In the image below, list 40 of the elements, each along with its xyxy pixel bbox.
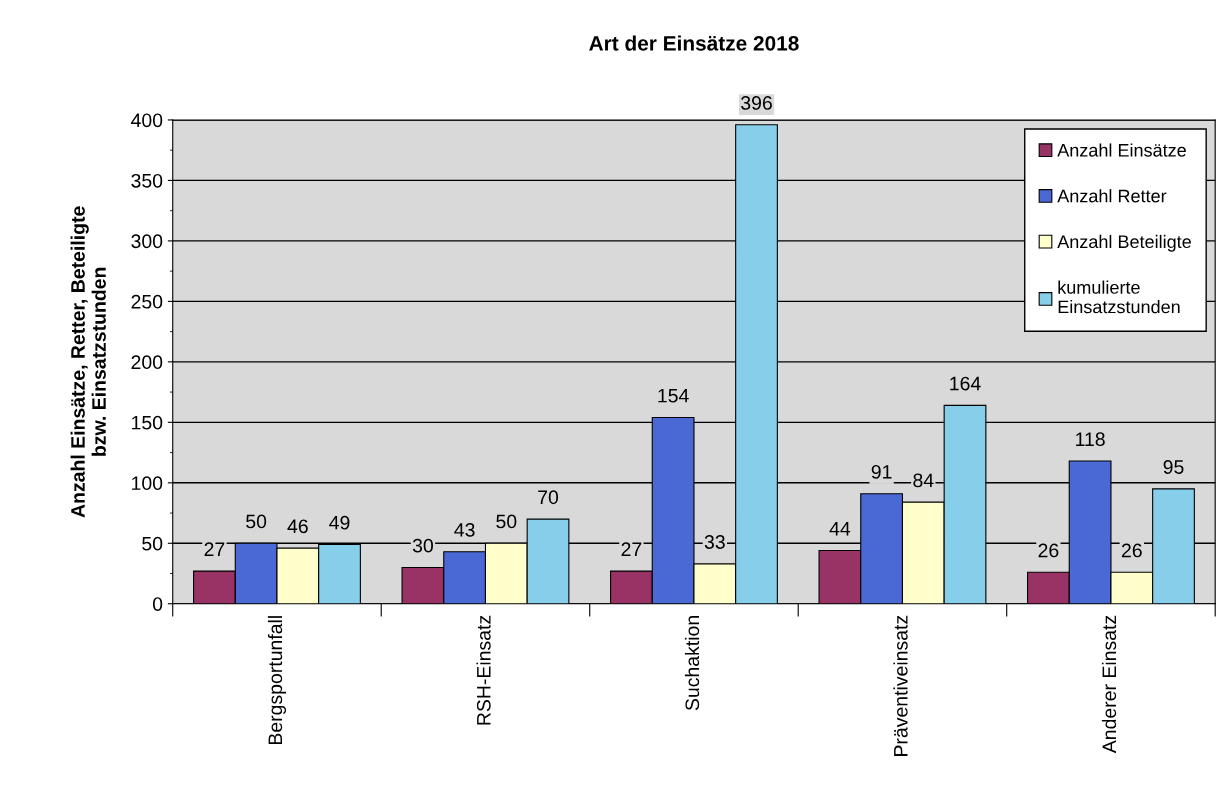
y-tick-label: 50 <box>142 536 163 551</box>
y-tick-label: 100 <box>132 476 163 491</box>
data-label: 164 <box>950 376 981 391</box>
x-tick-label: Bergsportunfall <box>267 616 287 745</box>
data-label: 49 <box>329 515 350 530</box>
y-tick-label: 400 <box>131 113 163 128</box>
data-label: 44 <box>829 522 851 536</box>
data-label: 46 <box>287 519 308 534</box>
data-label: 30 <box>412 538 433 553</box>
data-label: 95 <box>1163 460 1184 474</box>
x-tick-label: Suchaktion <box>684 616 700 711</box>
y-tick-label: 0 <box>152 597 163 611</box>
x-tick-label: Anderer Einsatz <box>1101 615 1117 754</box>
data-label: 396 <box>741 96 772 110</box>
data-label: 118 <box>1076 432 1105 447</box>
y-tick-label: 200 <box>131 355 163 370</box>
data-label: 27 <box>621 542 642 556</box>
legend-label: Anzahl Einsätze <box>1057 143 1186 157</box>
legend-label: Anzahl Retter <box>1057 189 1167 203</box>
legend-label: Anzahl Beteiligte <box>1057 234 1191 252</box>
legend-label: kumulierte Einsatzstunden <box>1058 280 1180 314</box>
data-label: 26 <box>1038 543 1059 558</box>
data-label: 91 <box>871 464 892 479</box>
data-label: 43 <box>454 523 475 537</box>
x-tick-label: Präventiveinsatz <box>893 615 908 756</box>
data-label: 33 <box>704 535 725 549</box>
y-axis-title: Anzahl Einsätze, Retter, Beteiligte bzw. Einsatzstunden <box>70 206 106 518</box>
data-label: 27 <box>204 542 225 556</box>
data-label: 26 <box>1121 543 1142 558</box>
y-tick-label: 250 <box>131 294 163 309</box>
data-label: 154 <box>658 388 689 403</box>
y-tick-label: 350 <box>131 173 163 188</box>
chart-title: Art der Einsätze 2018 <box>589 35 799 51</box>
y-tick-label: 150 <box>132 415 163 430</box>
x-tick-label: RSH-Einsatz <box>476 615 491 725</box>
data-label: 84 <box>913 473 934 488</box>
y-tick-label: 300 <box>131 234 163 249</box>
data-label: 50 <box>496 514 517 529</box>
data-label: 70 <box>538 490 559 505</box>
data-label: 50 <box>246 514 267 529</box>
